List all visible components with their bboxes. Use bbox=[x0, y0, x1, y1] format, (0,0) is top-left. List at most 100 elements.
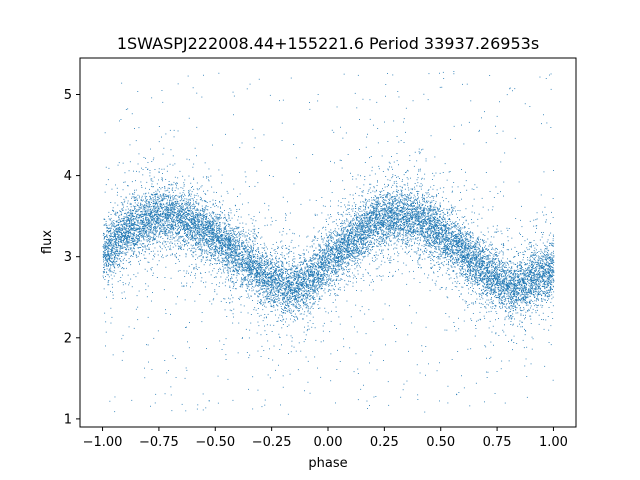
data-point bbox=[538, 271, 540, 272]
data-point bbox=[479, 295, 480, 297]
data-point bbox=[456, 286, 458, 288]
data-point bbox=[503, 278, 504, 280]
data-point bbox=[463, 222, 465, 224]
data-point bbox=[413, 278, 415, 280]
data-point bbox=[478, 275, 480, 276]
data-point bbox=[154, 234, 155, 235]
data-point bbox=[543, 267, 545, 269]
data-point bbox=[164, 232, 166, 234]
data-point bbox=[224, 298, 226, 300]
data-point bbox=[481, 293, 483, 294]
data-point bbox=[548, 329, 550, 331]
data-point bbox=[396, 228, 397, 230]
data-point bbox=[482, 240, 483, 242]
data-point bbox=[328, 231, 330, 233]
data-point bbox=[520, 295, 522, 297]
data-point bbox=[509, 260, 511, 262]
data-point bbox=[124, 200, 126, 202]
data-point bbox=[355, 204, 357, 205]
data-point bbox=[302, 278, 304, 280]
data-point bbox=[124, 231, 126, 233]
data-point bbox=[396, 160, 398, 162]
data-point bbox=[321, 253, 323, 255]
data-point bbox=[172, 236, 174, 238]
data-point bbox=[491, 209, 493, 211]
data-point bbox=[256, 332, 258, 334]
data-point bbox=[510, 305, 512, 307]
data-point bbox=[267, 259, 269, 261]
data-point bbox=[173, 206, 174, 208]
data-point bbox=[228, 278, 229, 280]
data-point bbox=[464, 300, 466, 302]
data-point bbox=[411, 212, 413, 214]
data-point bbox=[469, 236, 471, 238]
data-point bbox=[474, 242, 476, 244]
data-point bbox=[211, 242, 213, 244]
data-point bbox=[331, 236, 333, 238]
data-point bbox=[229, 302, 231, 304]
data-point bbox=[106, 263, 107, 265]
data-point bbox=[545, 255, 547, 256]
chart-title: 1SWASPJ222008.44+155221.6 Period 33937.2… bbox=[117, 34, 539, 53]
data-point bbox=[523, 280, 525, 281]
data-point bbox=[438, 244, 440, 245]
data-point bbox=[313, 297, 314, 299]
data-point bbox=[419, 242, 420, 244]
data-point bbox=[178, 225, 179, 227]
data-point bbox=[288, 249, 290, 251]
data-point bbox=[226, 232, 227, 234]
data-point bbox=[182, 205, 184, 207]
data-point bbox=[259, 281, 261, 283]
data-point bbox=[254, 285, 256, 287]
data-point bbox=[218, 214, 220, 215]
data-point bbox=[481, 256, 483, 258]
data-point bbox=[111, 254, 113, 256]
data-point bbox=[413, 229, 414, 230]
data-point bbox=[114, 202, 116, 204]
data-point bbox=[265, 251, 267, 253]
data-point bbox=[159, 204, 161, 206]
data-point bbox=[357, 249, 358, 250]
data-point bbox=[422, 194, 423, 196]
data-point bbox=[403, 222, 404, 223]
data-point bbox=[389, 206, 390, 208]
data-point bbox=[111, 232, 113, 234]
data-point bbox=[525, 311, 527, 313]
data-point bbox=[483, 282, 485, 284]
data-point bbox=[534, 283, 535, 285]
data-point bbox=[184, 218, 186, 219]
data-point bbox=[454, 254, 456, 256]
data-point bbox=[227, 243, 229, 245]
data-point bbox=[141, 224, 143, 225]
data-point bbox=[353, 243, 355, 245]
data-point bbox=[477, 282, 479, 284]
data-point bbox=[224, 309, 226, 311]
data-point bbox=[462, 268, 464, 270]
data-point bbox=[196, 208, 198, 210]
data-point bbox=[193, 267, 195, 269]
data-point bbox=[514, 276, 515, 278]
data-point bbox=[119, 241, 121, 243]
data-point bbox=[344, 254, 345, 255]
data-point bbox=[288, 291, 290, 293]
data-point bbox=[484, 235, 486, 236]
data-point bbox=[280, 270, 282, 272]
data-point bbox=[474, 272, 476, 274]
data-point bbox=[551, 276, 553, 278]
data-point bbox=[349, 234, 350, 236]
data-point bbox=[477, 279, 479, 281]
data-point bbox=[166, 219, 167, 221]
data-point bbox=[239, 264, 241, 266]
data-point bbox=[481, 217, 483, 219]
data-point bbox=[316, 254, 318, 255]
data-point bbox=[175, 203, 177, 205]
data-point bbox=[192, 215, 194, 217]
data-point bbox=[317, 231, 319, 233]
data-point bbox=[244, 248, 245, 250]
data-point bbox=[230, 257, 232, 258]
data-point bbox=[175, 377, 177, 378]
data-point bbox=[202, 223, 203, 224]
data-point bbox=[192, 204, 194, 205]
data-point bbox=[408, 189, 410, 191]
data-point bbox=[396, 215, 398, 217]
